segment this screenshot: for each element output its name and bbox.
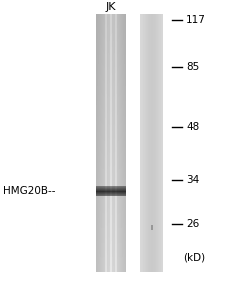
Text: 26: 26	[186, 219, 199, 229]
Text: 85: 85	[186, 62, 199, 72]
Text: HMG20B--: HMG20B--	[3, 186, 55, 196]
Text: 48: 48	[186, 122, 199, 132]
Text: JK: JK	[106, 2, 116, 12]
Text: 34: 34	[186, 175, 199, 185]
Text: 117: 117	[186, 15, 206, 25]
Text: (kD): (kD)	[183, 253, 205, 263]
